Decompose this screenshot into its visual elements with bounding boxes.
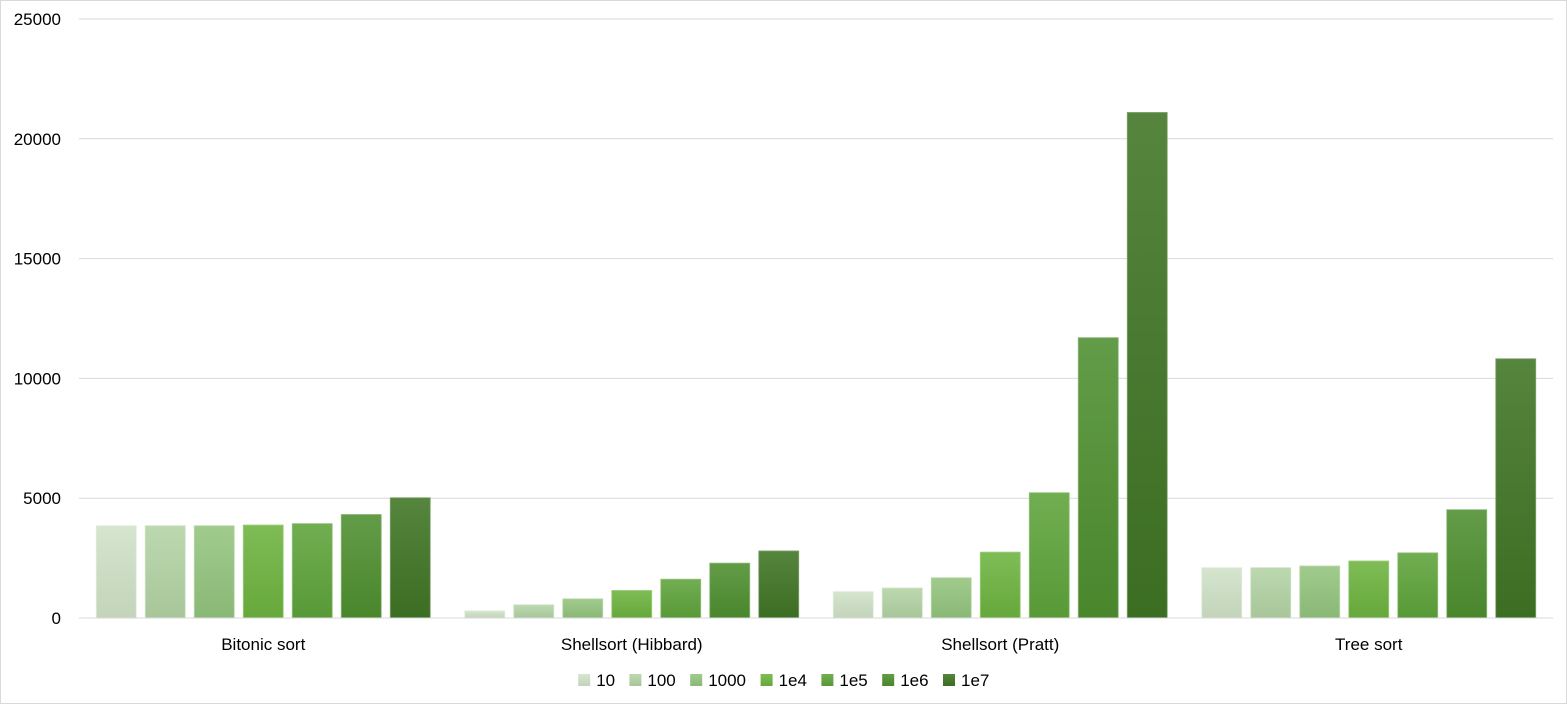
bar	[340, 514, 382, 619]
bar	[144, 525, 186, 619]
legend-label: 1e5	[839, 671, 867, 690]
legend-label: 10	[596, 671, 615, 690]
bar	[660, 578, 702, 619]
legend-swatch	[760, 674, 773, 686]
x-axis-tick-labels: Bitonic sort Shellsort (Hibbard) Shellsort…	[221, 635, 1403, 654]
legend-swatch	[629, 674, 642, 686]
legend-swatch	[943, 674, 955, 686]
bar	[709, 562, 751, 619]
legend-swatch	[882, 674, 895, 686]
y-tick-label: 15000	[14, 250, 61, 269]
legend-item: 1e6	[882, 671, 929, 690]
legend: 10 100 1000 1e4 1e5 1e6 1e7	[578, 671, 989, 690]
y-tick-label: 5000	[23, 489, 61, 508]
bar	[1201, 567, 1243, 619]
bar	[1348, 560, 1390, 619]
bar	[930, 577, 972, 619]
y-tick-label: 0	[52, 609, 61, 628]
legend-item: 100	[629, 671, 676, 690]
legend-item: 1e4	[760, 671, 807, 690]
bar	[389, 497, 431, 619]
x-tick-label: Shellsort (Pratt)	[941, 635, 1059, 654]
bar	[881, 587, 923, 619]
bar	[758, 550, 800, 619]
x-tick-label: Tree sort	[1335, 635, 1403, 654]
legend-label: 1e6	[900, 671, 928, 690]
y-axis-tick-labels: 0 5000 10000 15000 20000 25000	[14, 10, 61, 628]
legend-item: 1e7	[943, 671, 989, 690]
bar	[562, 598, 604, 619]
y-tick-label: 25000	[14, 10, 61, 29]
bar	[193, 525, 235, 619]
bar	[979, 551, 1021, 619]
bar	[464, 610, 506, 619]
legend-swatch	[690, 674, 703, 686]
bar	[1495, 358, 1537, 619]
legend-label: 1e4	[779, 671, 807, 690]
bar	[291, 523, 333, 619]
legend-label: 100	[647, 671, 675, 690]
bar	[1250, 567, 1292, 619]
legend-swatch	[578, 674, 591, 686]
bar	[1126, 112, 1168, 619]
bar	[1397, 552, 1439, 619]
bar	[1077, 337, 1119, 619]
bar	[513, 604, 555, 619]
x-tick-label: Shellsort (Hibbard)	[561, 635, 703, 654]
legend-item: 1000	[690, 671, 746, 690]
bar	[832, 591, 874, 619]
legend-label: 1000	[708, 671, 746, 690]
bar	[242, 524, 284, 619]
bar	[1446, 509, 1488, 619]
bar	[1028, 492, 1070, 619]
y-tick-label: 10000	[14, 369, 61, 388]
gridlines	[79, 18, 1553, 499]
legend-item: 10	[578, 671, 615, 690]
legend-item: 1e5	[821, 671, 868, 690]
bar	[95, 525, 137, 619]
legend-swatch	[821, 674, 834, 686]
x-tick-label: Bitonic sort	[221, 635, 305, 654]
y-tick-label: 20000	[14, 130, 61, 149]
bar	[1299, 565, 1341, 619]
legend-label: 1e7	[961, 671, 989, 690]
bars	[95, 112, 1537, 619]
bar	[611, 590, 653, 619]
